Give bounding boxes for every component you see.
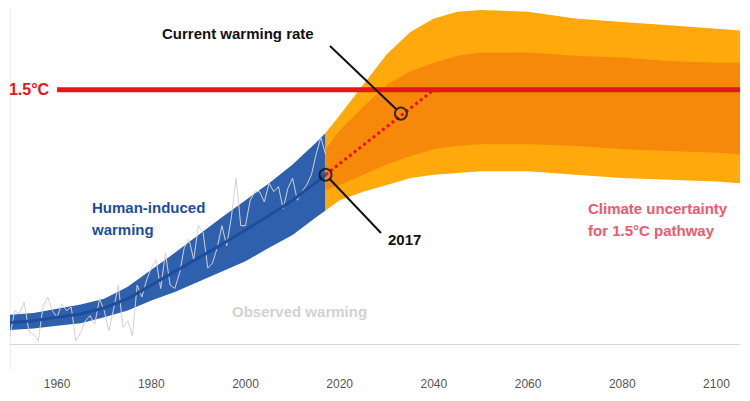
svg-text:1960: 1960 xyxy=(44,377,71,391)
svg-text:warming: warming xyxy=(91,221,154,238)
svg-text:2040: 2040 xyxy=(421,377,448,391)
svg-text:2080: 2080 xyxy=(609,377,636,391)
svg-text:Climate uncertainty: Climate uncertainty xyxy=(588,200,731,217)
svg-text:Human-induced: Human-induced xyxy=(92,199,210,216)
svg-text:Observed warming: Observed warming xyxy=(232,303,367,320)
svg-text:1980: 1980 xyxy=(138,377,165,391)
svg-text:2100: 2100 xyxy=(703,377,730,391)
svg-text:1.5°C: 1.5°C xyxy=(9,81,50,98)
svg-text:Current warming rate: Current warming rate xyxy=(162,25,314,42)
svg-text:2020: 2020 xyxy=(326,377,353,391)
svg-text:2017: 2017 xyxy=(388,231,421,248)
svg-text:2000: 2000 xyxy=(232,377,259,391)
svg-text:for 1.5°C pathway: for 1.5°C pathway xyxy=(588,222,715,239)
svg-text:2060: 2060 xyxy=(515,377,542,391)
